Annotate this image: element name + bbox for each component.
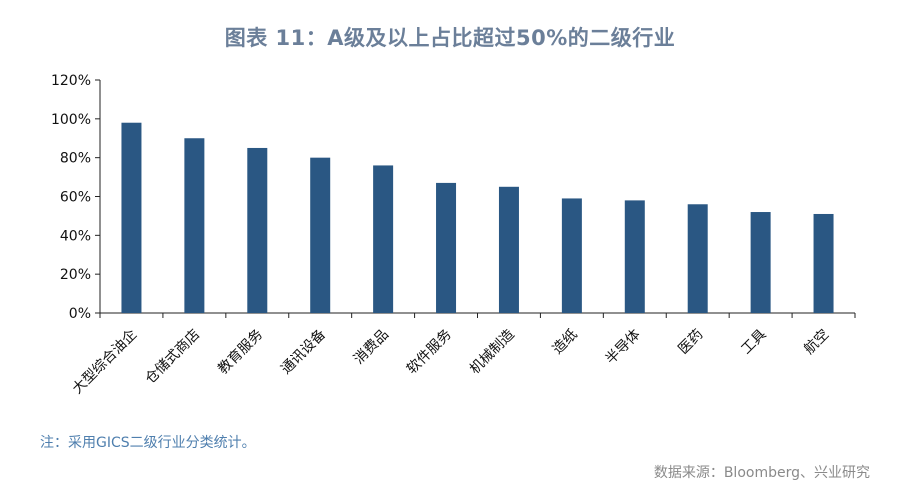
x-tick-label: 软件服务	[404, 327, 455, 378]
y-tick-label: 40%	[60, 228, 91, 244]
y-tick-label: 20%	[60, 267, 91, 283]
x-tick-label: 机械制造	[467, 327, 518, 378]
y-tick-label: 80%	[60, 151, 91, 167]
y-tick-label: 60%	[60, 190, 91, 206]
bar	[750, 212, 771, 313]
x-tick-label: 造纸	[550, 327, 581, 358]
axes	[95, 79, 856, 318]
bars	[121, 122, 834, 313]
x-tick-label: 仓储式商店	[142, 327, 203, 388]
bar	[184, 138, 205, 313]
y-tick-labels: 0% 20% 40% 60% 80% 100% 120%	[51, 73, 91, 322]
bar	[624, 200, 645, 313]
bar	[687, 204, 708, 313]
data-source: 数据来源：Bloomberg、兴业研究	[653, 465, 870, 481]
x-tick-label: 教育服务	[215, 327, 266, 378]
x-tick-label: 医药	[675, 327, 706, 358]
bar	[373, 165, 394, 313]
x-tick-label: 航空	[801, 327, 832, 358]
x-tick-labels: 大型综合油企 仓储式商店 教育服务 通讯设备 消费品 软件服务 机械制造 造纸 半导体 医药 工具 航…	[69, 326, 833, 397]
y-tick-label: 100%	[51, 112, 91, 128]
footnote: 注：采用GICS二级行业分类统计。	[40, 435, 256, 451]
x-tick-label: 大型综合油企	[69, 326, 140, 397]
x-tick-label: 消费品	[351, 327, 392, 368]
bar	[498, 186, 519, 313]
y-tick-label: 0%	[69, 306, 91, 322]
x-tick-label: 工具	[738, 327, 769, 358]
bar	[813, 213, 834, 313]
y-tick-label: 120%	[51, 73, 91, 89]
x-tick-label: 半导体	[603, 327, 644, 368]
chart-title: 图表 11：A级及以上占比超过50%的二级行业	[224, 26, 676, 50]
bar	[436, 182, 457, 313]
bar	[310, 157, 331, 313]
bar	[561, 198, 582, 313]
bar	[121, 122, 142, 313]
x-tick-label: 通讯设备	[277, 326, 329, 378]
bar	[247, 147, 268, 313]
